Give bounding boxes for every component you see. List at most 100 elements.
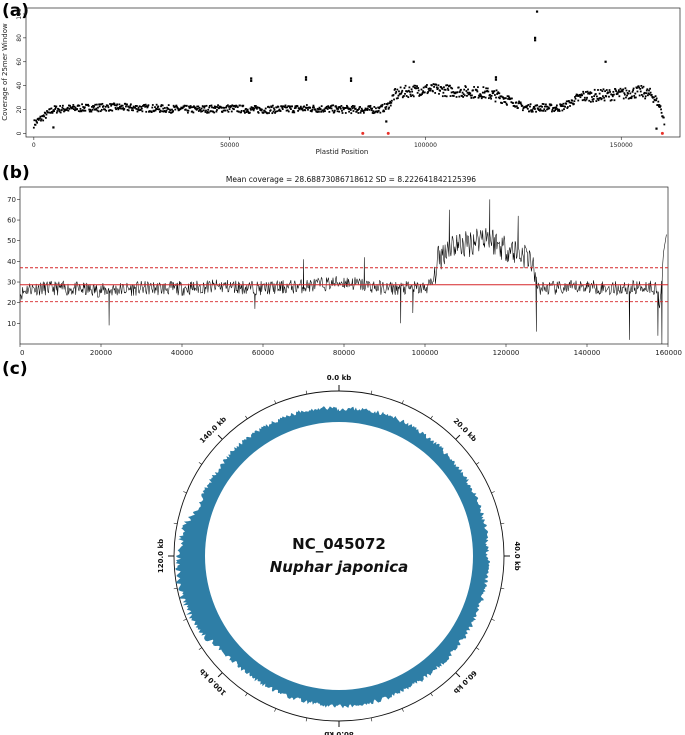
chart-a-point — [146, 105, 149, 108]
chart-a-point — [463, 94, 466, 97]
chart-a-point — [97, 106, 99, 109]
chart-a-point — [381, 105, 383, 108]
chart-a-point — [54, 108, 57, 110]
panel-label-c: (c) — [2, 359, 28, 379]
chart-a-point — [415, 87, 418, 90]
chart-a-point — [189, 105, 192, 107]
chart-b-x-tick-label: 140000 — [574, 349, 601, 357]
chart-a-point — [457, 86, 460, 89]
chart-a-x-axis: 0 50000 100000 150000 — [32, 137, 633, 149]
chart-a-point — [375, 107, 377, 110]
chart-a-point — [514, 105, 517, 108]
chart-a-point — [496, 92, 499, 95]
chart-b-x-tick-label: 100000 — [412, 349, 439, 357]
chart-a-point — [110, 103, 113, 106]
chart-a-point — [52, 110, 54, 113]
chart-a-point — [519, 101, 522, 104]
chart-a-point — [350, 112, 353, 115]
chart-a-point — [535, 110, 537, 113]
chart-a-point — [649, 87, 651, 90]
chart-a-point — [37, 117, 40, 120]
chart-a-point — [154, 106, 156, 109]
chart-a-point — [113, 102, 116, 105]
chart-a-point — [272, 110, 275, 113]
chart-a-point — [387, 102, 389, 105]
chart-a-point — [124, 102, 127, 105]
chart-a-point — [108, 109, 111, 112]
chart-a-point — [134, 104, 137, 107]
chart-a-point — [349, 108, 352, 110]
chart-a-point — [257, 111, 260, 114]
chart-c-ring-tick-label: 40.0 kb — [513, 541, 521, 570]
chart-a-point — [61, 104, 64, 107]
chart-a-point — [549, 104, 552, 107]
chart-a-point — [658, 104, 661, 106]
chart-a-point — [243, 110, 246, 113]
chart-a-point — [592, 98, 595, 100]
chart-a-point — [605, 89, 608, 91]
chart-a-point — [416, 91, 419, 94]
chart-a-point — [301, 108, 303, 111]
chart-a-outlier-point — [535, 10, 539, 13]
chart-a-point — [322, 110, 325, 112]
chart-a-point — [646, 94, 649, 97]
chart-a-point — [203, 106, 206, 109]
chart-a-point — [380, 104, 383, 107]
chart-a-point — [129, 104, 132, 107]
chart-c-major-tick — [455, 434, 461, 440]
chart-a-point — [592, 100, 594, 103]
chart-a-point — [427, 87, 430, 90]
chart-a-point — [494, 94, 496, 96]
chart-a-point — [534, 108, 536, 110]
chart-a-point — [468, 93, 471, 96]
chart-a-y-tick-label: 100 — [16, 8, 23, 20]
chart-a-point — [293, 111, 296, 114]
chart-a-point — [633, 96, 636, 99]
chart-a-point — [602, 88, 605, 91]
chart-a-point — [581, 94, 583, 97]
chart-a-point — [129, 103, 132, 106]
chart-a-point — [407, 96, 410, 99]
chart-a-point — [548, 107, 551, 110]
chart-a-point — [237, 110, 240, 113]
chart-a-point — [326, 105, 329, 108]
chart-a-point — [236, 110, 239, 113]
chart-a-point — [478, 95, 481, 98]
chart-a-point — [625, 89, 628, 92]
chart-a-point — [157, 105, 160, 108]
chart-a-point — [204, 111, 207, 113]
chart-a-point — [212, 110, 215, 113]
chart-a-point — [128, 106, 131, 109]
chart-a-point — [509, 97, 512, 100]
chart-a-point — [466, 91, 469, 94]
chart-a-point — [106, 104, 109, 107]
chart-a-point — [588, 92, 591, 95]
chart-a-point — [659, 105, 662, 107]
chart-a-point — [617, 89, 620, 92]
chart-a-point — [362, 110, 365, 113]
chart-a-point — [293, 107, 296, 110]
chart-a-point — [409, 93, 412, 96]
chart-a-point — [384, 108, 387, 110]
chart-a-outlier-point — [412, 60, 415, 63]
chart-a-point — [373, 111, 376, 114]
chart-a-point — [205, 109, 207, 112]
chart-a-point — [507, 98, 509, 100]
chart-a-point — [212, 106, 215, 109]
chart-a-point — [112, 103, 115, 106]
chart-a-point — [352, 104, 354, 107]
chart-a-point — [299, 107, 302, 110]
chart-a-point — [405, 95, 408, 97]
chart-a-point — [264, 110, 267, 113]
chart-a-point — [53, 105, 56, 108]
chart-a-point — [229, 105, 232, 108]
chart-a-point — [69, 104, 71, 107]
chart-a-point — [423, 91, 426, 94]
chart-a-point — [121, 107, 124, 110]
chart-a-point — [651, 96, 654, 99]
chart-a-point — [138, 105, 141, 108]
chart-a-point — [618, 95, 621, 98]
chart-a-point — [186, 109, 189, 112]
chart-b-y-axis: 10 20 30 40 50 60 70 — [7, 196, 20, 328]
chart-a-point — [645, 89, 648, 92]
